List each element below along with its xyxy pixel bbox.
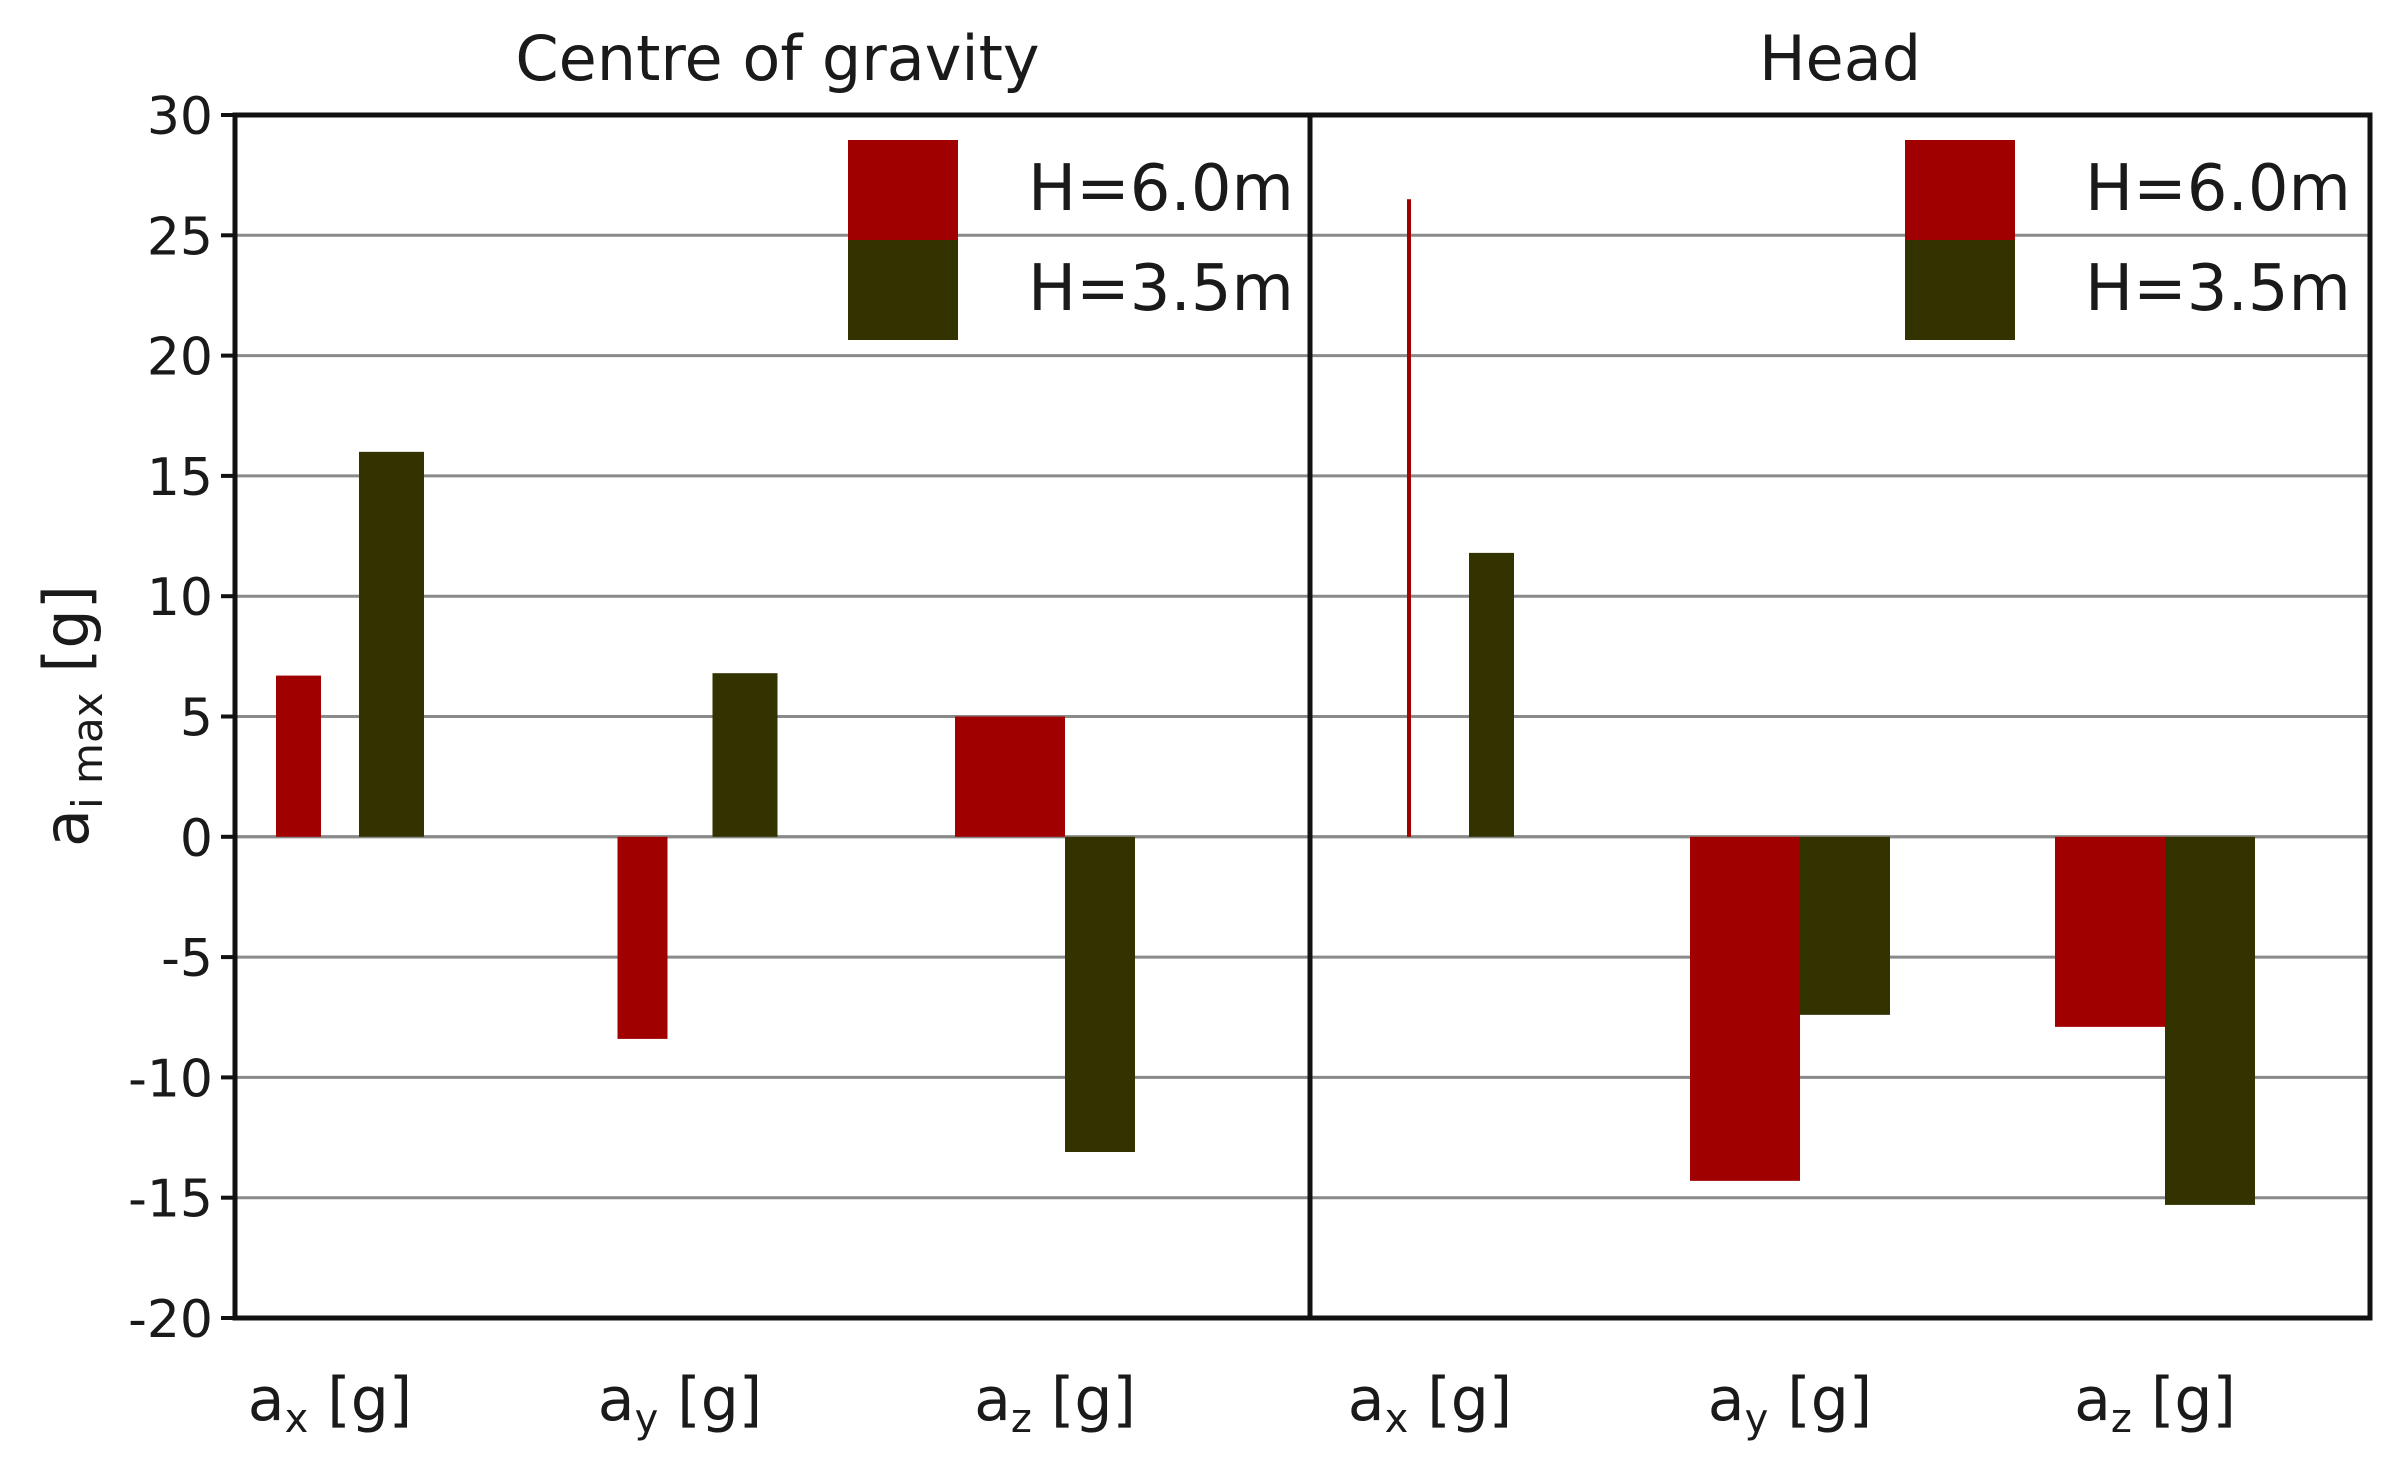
panel-title: Centre of gravity bbox=[515, 22, 1039, 95]
y-tick-label: 20 bbox=[147, 328, 213, 388]
y-tick-label: 15 bbox=[147, 448, 213, 508]
legends: H=6.0m H=3.5m H=6.0m H=3.5m bbox=[848, 140, 2351, 340]
x-category-label: ax [g] bbox=[1348, 1365, 1512, 1442]
y-tick-label: -15 bbox=[128, 1170, 213, 1230]
x-category-label: az [g] bbox=[2074, 1365, 2236, 1442]
bar bbox=[955, 716, 1065, 837]
legend-label: H=3.5m bbox=[2085, 252, 2351, 326]
bar bbox=[1407, 199, 1411, 837]
bar bbox=[1469, 552, 1514, 837]
legend-swatch bbox=[1905, 240, 2015, 340]
y-tick-label: 25 bbox=[147, 207, 213, 267]
y-tick-label: -20 bbox=[128, 1290, 213, 1350]
y-tick-label: 5 bbox=[180, 689, 213, 749]
bar bbox=[359, 451, 424, 837]
y-axis: 30 25 20 15 10 5 0 -5 -10 -15 -20 bbox=[128, 87, 235, 1350]
bar bbox=[1690, 836, 1800, 1181]
y-tick-label: 0 bbox=[180, 809, 213, 869]
gridlines bbox=[235, 233, 2370, 1200]
x-category-label: ay [g] bbox=[598, 1365, 762, 1442]
bar bbox=[1065, 836, 1135, 1152]
y-tick-label: -10 bbox=[128, 1049, 213, 1109]
panel-title: Head bbox=[1759, 22, 1921, 95]
bars bbox=[276, 199, 2255, 1205]
x-category-label: ax [g] bbox=[248, 1365, 412, 1442]
bar bbox=[2165, 836, 2255, 1205]
y-axis-label: ai max [g] bbox=[30, 585, 112, 847]
bar bbox=[2055, 836, 2165, 1027]
bar bbox=[617, 836, 668, 1039]
bar bbox=[276, 675, 321, 837]
x-category-label: ay [g] bbox=[1708, 1365, 1872, 1442]
bar bbox=[1800, 836, 1890, 1015]
legend-label: H=3.5m bbox=[1028, 252, 1294, 326]
legend-swatch bbox=[848, 140, 958, 240]
legend-label: H=6.0m bbox=[1028, 152, 1294, 226]
bar bbox=[712, 673, 778, 837]
y-tick-label: -5 bbox=[161, 929, 213, 989]
legend-swatch bbox=[1905, 140, 2015, 240]
y-tick-label: 10 bbox=[147, 568, 213, 628]
legend-swatch bbox=[848, 240, 958, 340]
panel-titles: Centre of gravity Head bbox=[515, 22, 1921, 95]
legend-label: H=6.0m bbox=[2085, 152, 2351, 226]
x-axis: ax [g] ay [g] az [g] ax [g] ay [g] az [g] bbox=[248, 1365, 2236, 1442]
x-category-label: az [g] bbox=[974, 1365, 1136, 1442]
y-tick-label: 30 bbox=[147, 87, 213, 147]
